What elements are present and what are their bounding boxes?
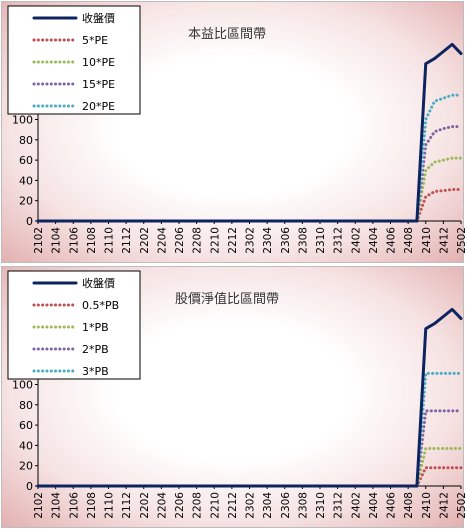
x-tick-label: 2312 bbox=[333, 492, 345, 519]
legend-label: 2*PB bbox=[82, 343, 109, 356]
x-tick-label: 2308 bbox=[297, 227, 309, 254]
series-line bbox=[36, 156, 463, 223]
x-tick-label: 2412 bbox=[438, 492, 450, 519]
x-tick-label: 2210 bbox=[209, 492, 221, 519]
x-tick-label: 2104 bbox=[51, 492, 63, 519]
x-tick-label: 2102 bbox=[33, 227, 45, 254]
series-line bbox=[36, 188, 463, 223]
x-tick-label: 2408 bbox=[403, 227, 415, 254]
y-tick-label: 40 bbox=[19, 174, 33, 187]
legend-label: 3*PB bbox=[82, 365, 109, 378]
x-tick-label: 2302 bbox=[245, 492, 257, 519]
y-tick-label: 80 bbox=[19, 134, 33, 147]
x-tick-label: 2204 bbox=[156, 492, 168, 519]
y-tick-label: 0 bbox=[26, 480, 33, 493]
x-tick-label: 2402 bbox=[350, 227, 362, 254]
legend-label: 5*PE bbox=[82, 34, 108, 47]
x-tick-label: 2112 bbox=[121, 492, 133, 519]
x-tick-label: 2402 bbox=[350, 492, 362, 519]
x-tick-label: 2404 bbox=[368, 492, 380, 519]
series-line bbox=[36, 409, 463, 488]
x-tick-label: 2406 bbox=[386, 492, 398, 519]
legend-label: 15*PE bbox=[82, 78, 115, 91]
legend-label: 0.5*PB bbox=[82, 299, 119, 312]
y-tick-label: 20 bbox=[19, 460, 33, 473]
x-tick-label: 2408 bbox=[403, 492, 415, 519]
x-tick-label: 2306 bbox=[280, 227, 292, 254]
x-tick-label: 2208 bbox=[192, 227, 204, 254]
series-line bbox=[36, 371, 463, 488]
legend-label: 收盤價 bbox=[82, 11, 115, 25]
chart-title: 股價淨值比區間帶 bbox=[175, 291, 279, 307]
x-tick-label: 2202 bbox=[139, 227, 151, 254]
x-tick-label: 2112 bbox=[121, 227, 133, 254]
y-tick-label: 80 bbox=[19, 399, 33, 412]
pe-band-chart-panel: 0204060801001201401601802002102210421062… bbox=[1, 1, 465, 263]
legend-box bbox=[7, 5, 141, 115]
x-tick-label: 2212 bbox=[227, 227, 239, 254]
x-tick-label: 2206 bbox=[174, 492, 186, 519]
x-tick-label: 2110 bbox=[104, 492, 116, 519]
x-tick-label: 2502 bbox=[456, 492, 465, 519]
x-tick-label: 2110 bbox=[104, 227, 116, 254]
series-line bbox=[36, 466, 463, 488]
x-tick-label: 2104 bbox=[51, 227, 63, 254]
x-tick-label: 2106 bbox=[68, 227, 80, 254]
x-tick-label: 2102 bbox=[33, 492, 45, 519]
legend-label: 10*PE bbox=[82, 56, 115, 69]
legend-label: 1*PB bbox=[82, 321, 109, 334]
x-tick-label: 2308 bbox=[297, 492, 309, 519]
y-tick-label: 100 bbox=[12, 379, 33, 392]
x-tick-label: 2410 bbox=[421, 492, 433, 519]
legend-label: 收盤價 bbox=[82, 276, 115, 290]
pb-band-chart-panel: 0204060801001201401601802002102210421062… bbox=[1, 266, 465, 528]
x-tick-label: 2502 bbox=[456, 227, 465, 254]
y-tick-label: 20 bbox=[19, 195, 33, 208]
x-tick-label: 2210 bbox=[209, 227, 221, 254]
x-tick-label: 2108 bbox=[86, 227, 98, 254]
pb-band-chart: 0204060801001201401601802002102210421062… bbox=[7, 270, 465, 519]
x-tick-label: 2312 bbox=[333, 227, 345, 254]
y-tick-label: 0 bbox=[26, 215, 33, 228]
y-tick-label: 60 bbox=[19, 419, 33, 432]
series-line bbox=[36, 42, 463, 223]
y-tick-label: 60 bbox=[19, 154, 33, 167]
pe-band-chart: 0204060801001201401601802002102210421062… bbox=[7, 5, 465, 254]
x-tick-label: 2304 bbox=[262, 492, 274, 519]
x-tick-label: 2406 bbox=[386, 227, 398, 254]
series-line bbox=[36, 446, 463, 488]
y-tick-label: 40 bbox=[19, 439, 33, 452]
chart-title: 本益比區間帶 bbox=[188, 27, 266, 42]
legend-box bbox=[7, 270, 141, 380]
series-line bbox=[36, 307, 463, 488]
legend-label: 20*PE bbox=[82, 100, 115, 113]
x-tick-label: 2202 bbox=[139, 492, 151, 519]
x-tick-label: 2206 bbox=[174, 227, 186, 254]
x-tick-label: 2212 bbox=[227, 492, 239, 519]
x-tick-label: 2108 bbox=[86, 492, 98, 519]
x-tick-label: 2310 bbox=[315, 492, 327, 519]
x-tick-label: 2412 bbox=[438, 227, 450, 254]
x-tick-label: 2204 bbox=[156, 227, 168, 254]
x-tick-label: 2310 bbox=[315, 227, 327, 254]
x-tick-label: 2304 bbox=[262, 227, 274, 254]
x-tick-label: 2208 bbox=[192, 492, 204, 519]
x-tick-label: 2306 bbox=[280, 492, 292, 519]
x-tick-label: 2410 bbox=[421, 227, 433, 254]
x-tick-label: 2302 bbox=[245, 227, 257, 254]
x-tick-label: 2404 bbox=[368, 227, 380, 254]
x-tick-label: 2106 bbox=[68, 492, 80, 519]
y-tick-label: 100 bbox=[12, 114, 33, 127]
series-line bbox=[36, 125, 463, 223]
